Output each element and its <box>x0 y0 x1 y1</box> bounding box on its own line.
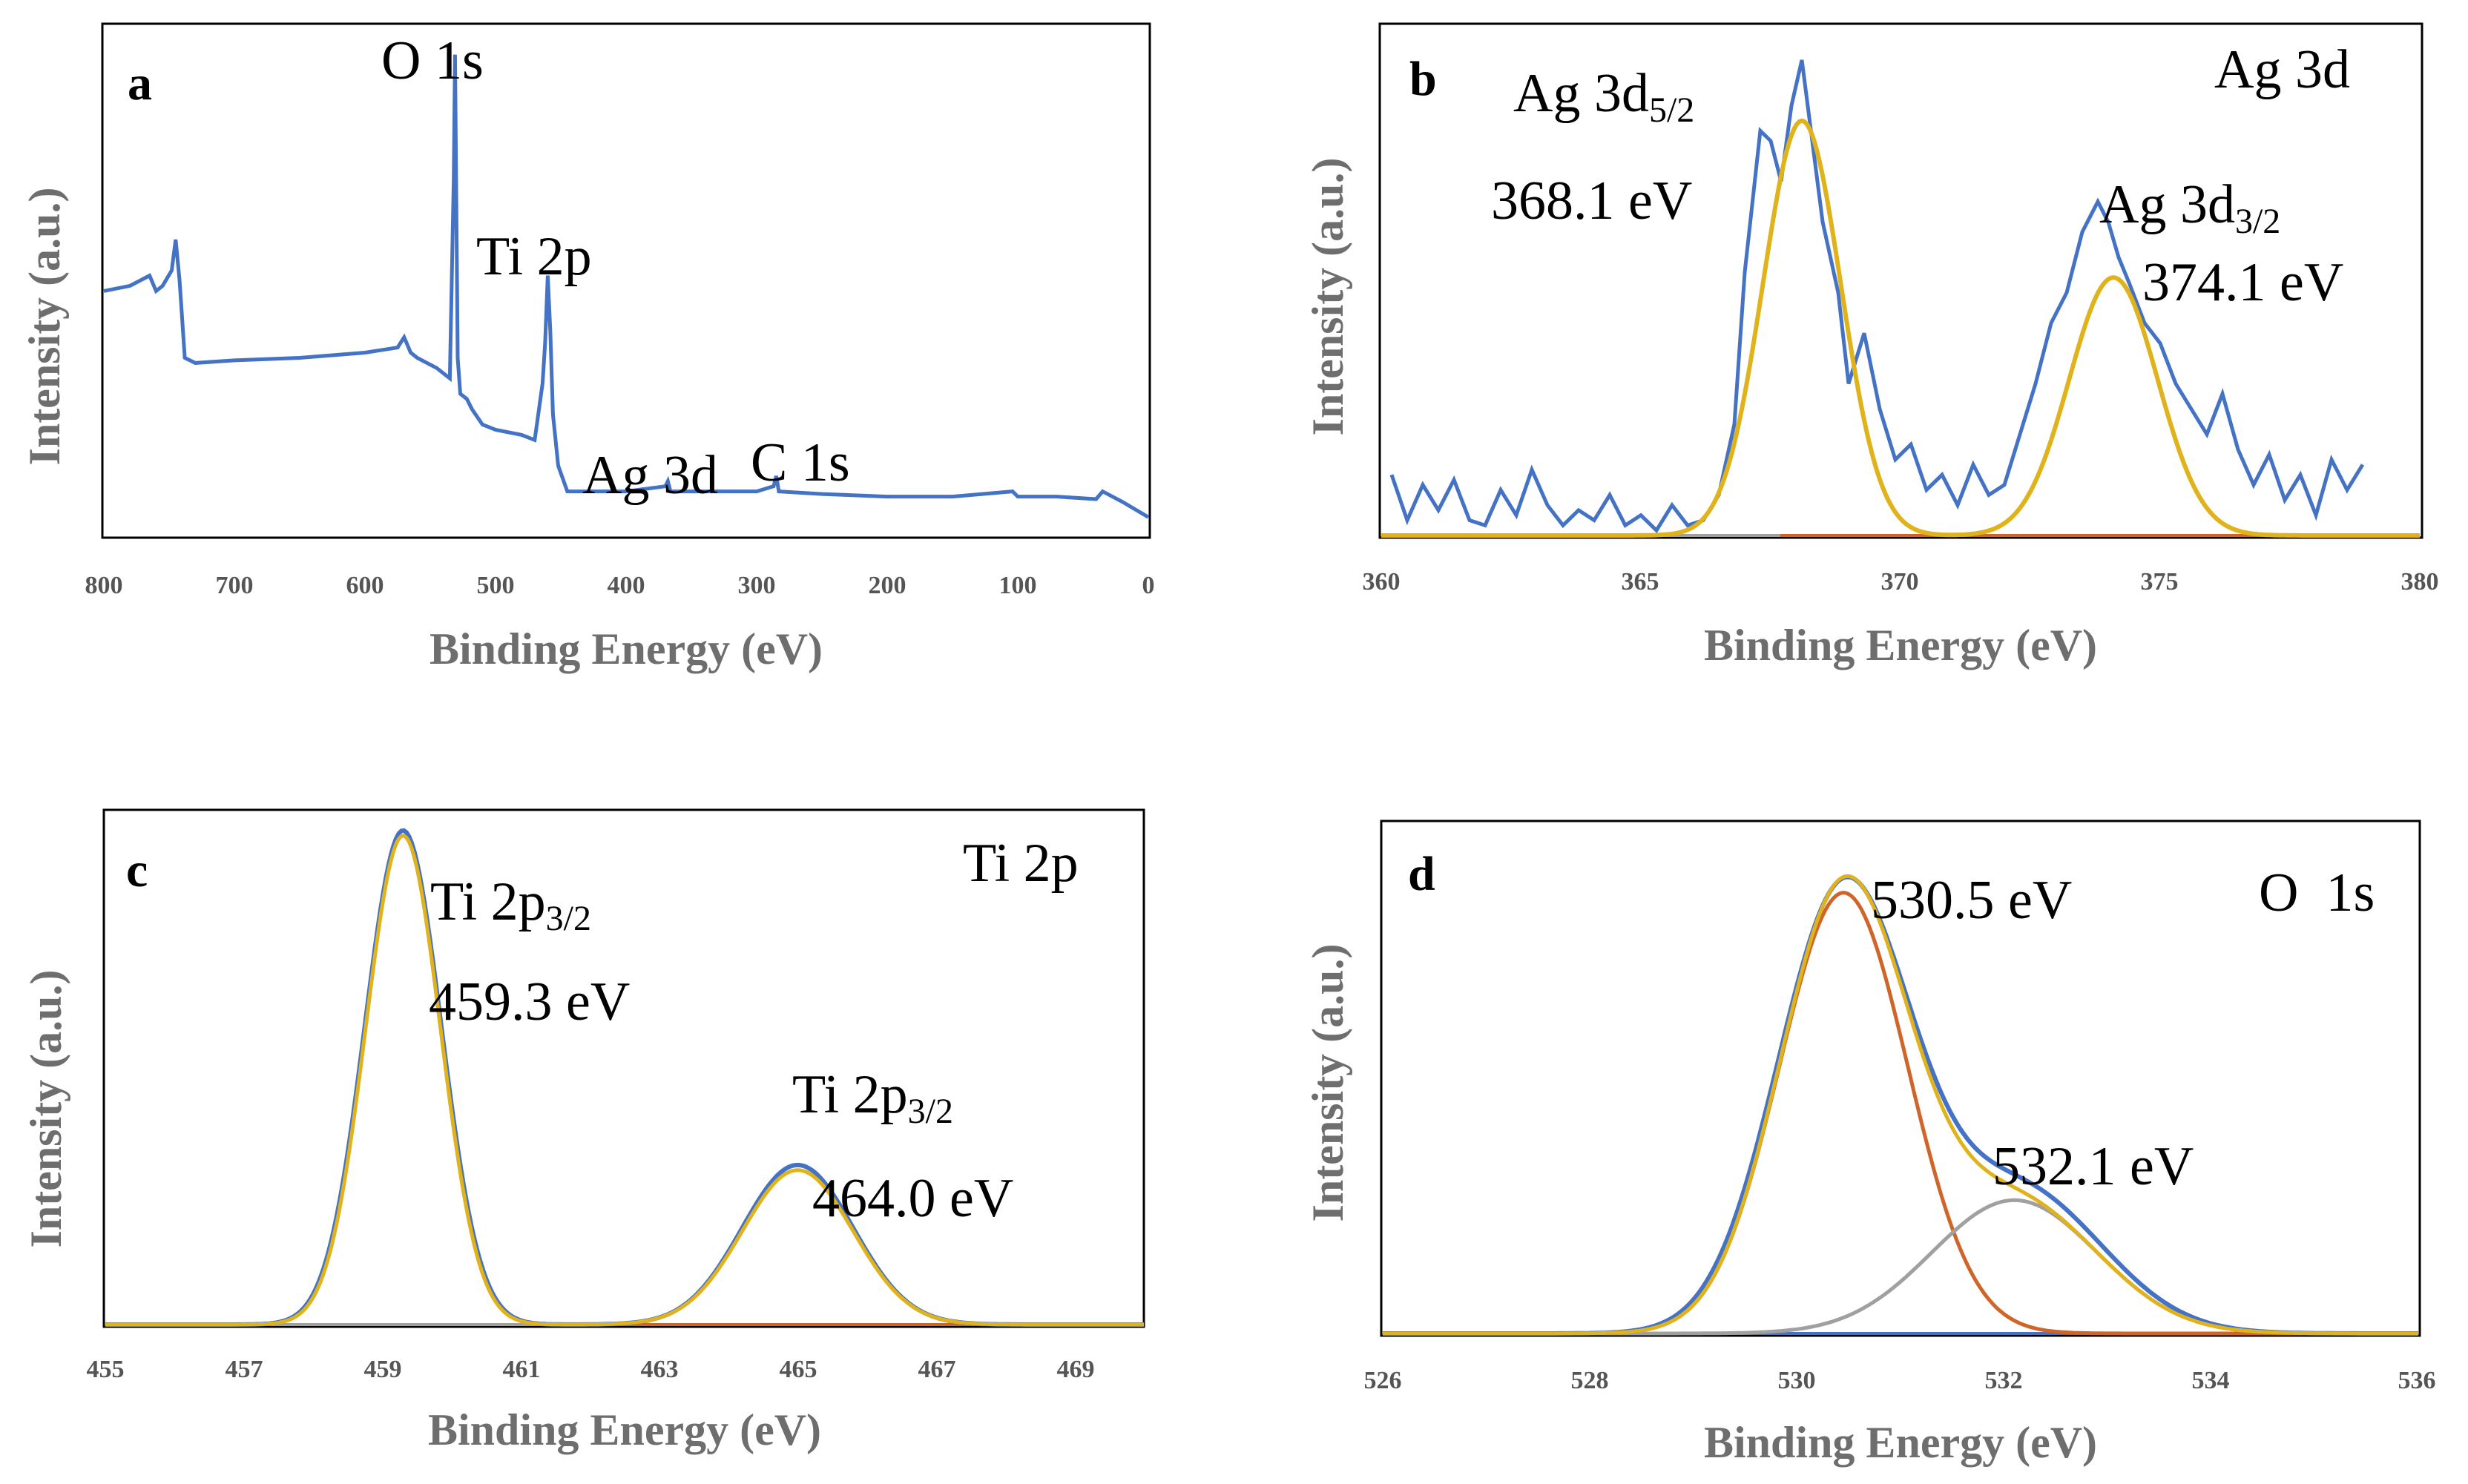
panel-a-xtick-0: 0 <box>1142 572 1155 599</box>
panel-d-frame <box>1380 820 2421 1337</box>
panel-d-component1-line <box>1383 891 2418 1336</box>
panel-b-xtick-365: 365 <box>1622 568 1659 596</box>
panel-c-title: Ti 2p <box>963 833 1079 894</box>
panel-b-xtick-380: 380 <box>2401 568 2439 596</box>
panel-c-xtick-461: 461 <box>503 1356 541 1383</box>
panel-a-survey-line <box>103 54 1150 519</box>
panel-c-annotation-ti2p-b: Ti 2p3/2 <box>792 1064 953 1131</box>
panel-d-title: O 1s <box>2259 863 2375 923</box>
panel-a-annotation-ag3d: Ag 3d <box>582 445 718 506</box>
panel-a-frame <box>101 22 1151 539</box>
panel-b-annotation-ag3d52: Ag 3d5/2 <box>1513 63 1694 130</box>
panel-d-x-ticks: 526 528 530 532 534 536 <box>1364 1367 2436 1394</box>
panel-a-annotation-ti2p: Ti 2p <box>476 226 592 287</box>
panel-c-x-axis-label: Binding Energy (eV) <box>428 1405 821 1454</box>
panel-d-xtick-536: 536 <box>2398 1367 2436 1394</box>
panel-d-raw-line <box>1383 874 2418 1336</box>
panel-b-frame <box>1378 22 2423 539</box>
panel-c: c Ti 2p Ti 2p3/2 459.3 eV Ti 2p3/2 464.0… <box>22 808 1145 1454</box>
panel-b-title: Ag 3d <box>2214 39 2350 100</box>
panel-a-x-ticks: 800 700 600 500 400 300 200 100 0 <box>85 572 1155 599</box>
panel-d: d O 1s 530.5 eV 532.1 eV 526 528 530 532… <box>1303 820 2436 1467</box>
panel-b-xtick-375: 375 <box>2141 568 2179 596</box>
panel-c-xtick-455: 455 <box>87 1356 125 1383</box>
panel-c-annotation-459: 459.3 eV <box>429 972 630 1032</box>
panel-c-xtick-463: 463 <box>641 1356 679 1383</box>
panel-a: a O 1s Ti 2p Ag 3d C 1s 800 700 600 500 … <box>20 22 1155 673</box>
panel-a-xtick-700: 700 <box>216 572 254 599</box>
panel-c-xtick-465: 465 <box>780 1356 817 1383</box>
panel-b-label: b <box>1409 52 1437 106</box>
panel-b-y-axis-label: Intensity (a.u.) <box>1303 157 1352 435</box>
panel-c-annotation-464: 464.0 eV <box>812 1168 1013 1229</box>
panel-a-annotation-c1s: C 1s <box>751 432 850 493</box>
panel-c-fit-line <box>105 834 1144 1327</box>
panel-d-annotation-5321: 532.1 eV <box>1993 1136 2194 1197</box>
panel-d-x-axis-label: Binding Energy (eV) <box>1704 1418 2097 1467</box>
panel-c-raw-line <box>105 828 1144 1327</box>
panel-c-frame <box>102 808 1145 1328</box>
panel-b-x-ticks: 360 365 370 375 380 <box>1363 568 2439 596</box>
panel-a-xtick-500: 500 <box>477 572 515 599</box>
panel-b-x-axis-label: Binding Energy (eV) <box>1704 621 2097 670</box>
panel-b-annotation-368: 368.1 eV <box>1491 171 1692 231</box>
panel-c-xtick-457: 457 <box>226 1356 263 1383</box>
panel-a-xtick-200: 200 <box>869 572 906 599</box>
panel-d-label: d <box>1408 847 1435 901</box>
panel-a-y-axis-label: Intensity (a.u.) <box>20 187 69 465</box>
panel-a-annotation-o1s: O 1s <box>381 30 484 91</box>
panel-c-annotation-ti2p-a: Ti 2p3/2 <box>430 871 591 938</box>
panel-a-xtick-300: 300 <box>738 572 776 599</box>
panel-a-x-axis-label: Binding Energy (eV) <box>430 624 823 673</box>
panel-c-xtick-459: 459 <box>364 1356 402 1383</box>
panel-c-x-ticks: 455 457 459 461 463 465 467 469 <box>87 1356 1095 1383</box>
panel-a-xtick-100: 100 <box>999 572 1037 599</box>
panel-c-xtick-469: 469 <box>1057 1356 1095 1383</box>
panel-a-xtick-400: 400 <box>608 572 645 599</box>
panel-d-annotation-5305: 530.5 eV <box>1871 870 2072 931</box>
panel-d-xtick-530: 530 <box>1778 1367 1816 1394</box>
panel-d-component2-line <box>1383 1198 2418 1336</box>
panel-b-xtick-370: 370 <box>1881 568 1919 596</box>
panel-a-xtick-600: 600 <box>346 572 384 599</box>
panel-d-xtick-534: 534 <box>2192 1367 2230 1394</box>
panel-b: b Ag 3d Ag 3d5/2 368.1 eV Ag 3d3/2 374.1… <box>1303 22 2439 670</box>
panel-b-annotation-374: 374.1 eV <box>2142 252 2343 313</box>
panel-b-annotation-ag3d32: Ag 3d3/2 <box>2099 174 2280 241</box>
panel-c-xtick-467: 467 <box>918 1356 956 1383</box>
panel-a-label: a <box>128 56 152 111</box>
panel-b-xtick-360: 360 <box>1363 568 1401 596</box>
panel-b-fit-line <box>1381 118 2420 538</box>
panel-d-xtick-528: 528 <box>1571 1367 1609 1394</box>
panel-d-xtick-526: 526 <box>1364 1367 1402 1394</box>
panel-b-raw-line <box>1389 59 2365 534</box>
panel-c-y-axis-label: Intensity (a.u.) <box>22 969 70 1247</box>
panel-a-xtick-800: 800 <box>85 572 123 599</box>
panel-c-label: c <box>126 843 148 897</box>
panel-d-fit-line <box>1383 874 2418 1336</box>
panel-d-y-axis-label: Intensity (a.u.) <box>1303 943 1352 1221</box>
panel-d-xtick-532: 532 <box>1985 1367 2023 1394</box>
